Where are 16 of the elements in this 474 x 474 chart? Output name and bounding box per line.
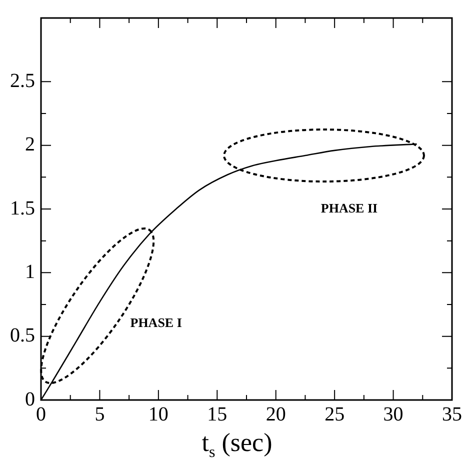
annotation: PHASE II	[320, 200, 378, 216]
x-tick-label: 30	[383, 403, 404, 426]
x-tick-label: 20	[266, 403, 286, 426]
x-tick-label: 10	[148, 403, 168, 426]
annotation: PHASE I	[130, 314, 182, 330]
x-tick-label: 35	[442, 403, 462, 426]
x-tick-label: 25	[324, 403, 345, 426]
y-tick-label: 0	[25, 388, 35, 410]
y-tick-label: 2.5	[10, 70, 35, 92]
y-tick-label: 2	[25, 134, 35, 156]
y-tick-label: 1	[25, 260, 35, 283]
x-tick-label: 15	[207, 403, 228, 426]
y-tick-label: 0.5	[10, 324, 35, 347]
y-tick-label: 1.5	[10, 197, 35, 220]
x-axis-title: t$_{s}$ (sec)	[200, 428, 274, 462]
x-tick-label: 5	[94, 403, 105, 426]
